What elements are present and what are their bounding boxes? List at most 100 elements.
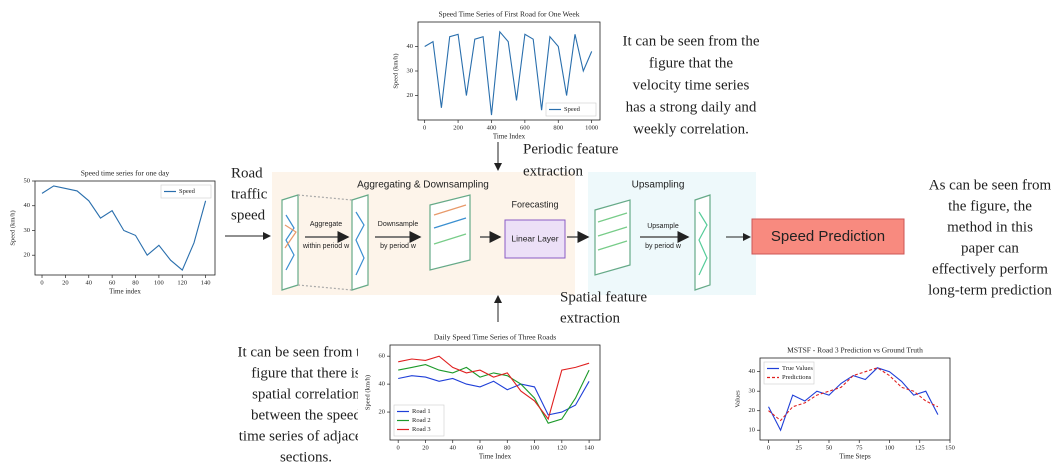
x-tick-label: 1000 bbox=[585, 124, 598, 131]
chart-background bbox=[358, 329, 606, 462]
legend-label: Road 3 bbox=[412, 426, 431, 433]
series-line bbox=[398, 375, 590, 416]
x-tick-label: 80 bbox=[132, 279, 139, 286]
note-line: paper can bbox=[961, 240, 1019, 256]
y-tick-label: 40 bbox=[379, 381, 386, 388]
legend-box bbox=[763, 361, 815, 385]
x-tick-label: 100 bbox=[530, 444, 540, 451]
chart-title: Speed Time Series of First Road for One … bbox=[439, 10, 580, 19]
x-tick-label: 100 bbox=[154, 279, 164, 286]
x-tick-label: 0 bbox=[397, 444, 400, 451]
linear-layer bbox=[504, 219, 566, 259]
note-line: Spatial feature bbox=[560, 289, 647, 305]
x-tick-label: 120 bbox=[557, 444, 567, 451]
x-axis-label: Time Index bbox=[493, 133, 526, 141]
panel-title: Aggregating & Downsampling bbox=[357, 180, 489, 191]
series-line bbox=[768, 367, 939, 432]
note-line: between the speed bbox=[251, 407, 361, 423]
legend-box bbox=[545, 102, 597, 117]
output-label: Speed Prediction bbox=[771, 228, 885, 245]
legend-label: Predictions bbox=[782, 374, 812, 381]
note-line: spatial correlation bbox=[252, 386, 360, 402]
plot-frame bbox=[759, 357, 951, 441]
legend-box bbox=[160, 184, 212, 199]
step-label: Aggregate bbox=[310, 221, 342, 228]
note-line: has a strong daily and bbox=[626, 99, 757, 115]
note-line: speed bbox=[231, 207, 266, 223]
forecasting-label: Forecasting bbox=[511, 199, 558, 209]
note-line: velocity time series bbox=[633, 77, 750, 93]
x-tick-label: 60 bbox=[109, 279, 116, 286]
note-line: extraction bbox=[560, 310, 620, 326]
x-tick-label: 0 bbox=[767, 444, 770, 451]
y-axis-label: Speed (km/h) bbox=[9, 210, 16, 245]
legend-label: Speed bbox=[564, 106, 581, 113]
x-tick-label: 50 bbox=[826, 444, 833, 451]
y-tick-label: 20 bbox=[407, 92, 414, 99]
note-line: figure that the bbox=[649, 55, 733, 71]
x-tick-label: 60 bbox=[477, 444, 484, 451]
y-tick-label: 20 bbox=[24, 252, 31, 259]
note-line: effectively perform bbox=[932, 261, 1048, 277]
legend-label: Speed bbox=[179, 188, 196, 195]
note-line: weekly correlation. bbox=[633, 121, 749, 137]
y-tick-label: 20 bbox=[379, 409, 386, 416]
x-tick-label: 140 bbox=[584, 444, 594, 451]
x-tick-label: 600 bbox=[520, 124, 530, 131]
y-axis-label: Speed (km/h) bbox=[364, 375, 371, 410]
note-line: It can be seen from the bbox=[237, 344, 374, 360]
series-line bbox=[398, 355, 590, 421]
x-axis-label: Time Steps bbox=[839, 453, 871, 461]
y-tick-label: 40 bbox=[24, 202, 31, 209]
legend-label: True Values bbox=[782, 365, 813, 372]
note-line: traffic bbox=[231, 186, 268, 202]
y-axis-label: Speed (km/h) bbox=[392, 53, 399, 88]
note-line: figure that there is bbox=[251, 365, 361, 381]
x-tick-label: 25 bbox=[795, 444, 802, 451]
step-label: by period w bbox=[380, 243, 417, 250]
note-line: It can be seen from the bbox=[622, 33, 759, 49]
y-axis-label: Values bbox=[734, 390, 741, 408]
step-label: Upsample bbox=[647, 223, 679, 230]
x-tick-label: 20 bbox=[62, 279, 69, 286]
step-label: by period w bbox=[645, 243, 682, 250]
chart-title: MSTSF - Road 3 Prediction vs Ground Trut… bbox=[787, 346, 923, 355]
note-line: extraction bbox=[523, 163, 583, 179]
legend-label: Road 1 bbox=[412, 408, 431, 415]
note-line: sections. bbox=[280, 449, 332, 464]
y-tick-label: 30 bbox=[749, 388, 756, 395]
note-line: Road bbox=[231, 165, 263, 181]
note-line: the figure, the bbox=[948, 198, 1032, 214]
x-tick-label: 40 bbox=[86, 279, 93, 286]
note-line: Periodic feature bbox=[523, 141, 619, 157]
y-tick-label: 20 bbox=[749, 407, 756, 414]
y-tick-label: 50 bbox=[24, 177, 31, 184]
x-axis-label: Time index bbox=[109, 288, 141, 296]
chart-title: Daily Speed Time Series of Three Roads bbox=[434, 333, 556, 342]
y-tick-label: 10 bbox=[749, 427, 756, 434]
x-tick-label: 120 bbox=[177, 279, 187, 286]
x-tick-label: 150 bbox=[945, 444, 955, 451]
x-tick-label: 80 bbox=[504, 444, 511, 451]
plot-frame bbox=[34, 180, 216, 276]
note-line: time series of adjacent bbox=[239, 428, 374, 444]
x-tick-label: 140 bbox=[201, 279, 211, 286]
x-tick-label: 125 bbox=[915, 444, 925, 451]
x-tick-label: 400 bbox=[487, 124, 497, 131]
x-axis-label: Time Index bbox=[479, 453, 512, 461]
output-box bbox=[751, 218, 905, 255]
series-line bbox=[398, 364, 590, 424]
y-tick-label: 30 bbox=[24, 227, 31, 234]
step-label: within period w bbox=[302, 243, 350, 250]
series-line bbox=[424, 30, 593, 116]
x-tick-label: 100 bbox=[885, 444, 895, 451]
series-line bbox=[41, 185, 207, 272]
series-icons bbox=[281, 194, 711, 291]
y-tick-label: 30 bbox=[407, 67, 414, 74]
note-line: long-term prediction bbox=[928, 282, 1052, 298]
note-line: As can be seen from bbox=[929, 177, 1052, 193]
x-tick-label: 0 bbox=[40, 279, 43, 286]
y-tick-label: 60 bbox=[379, 353, 386, 360]
